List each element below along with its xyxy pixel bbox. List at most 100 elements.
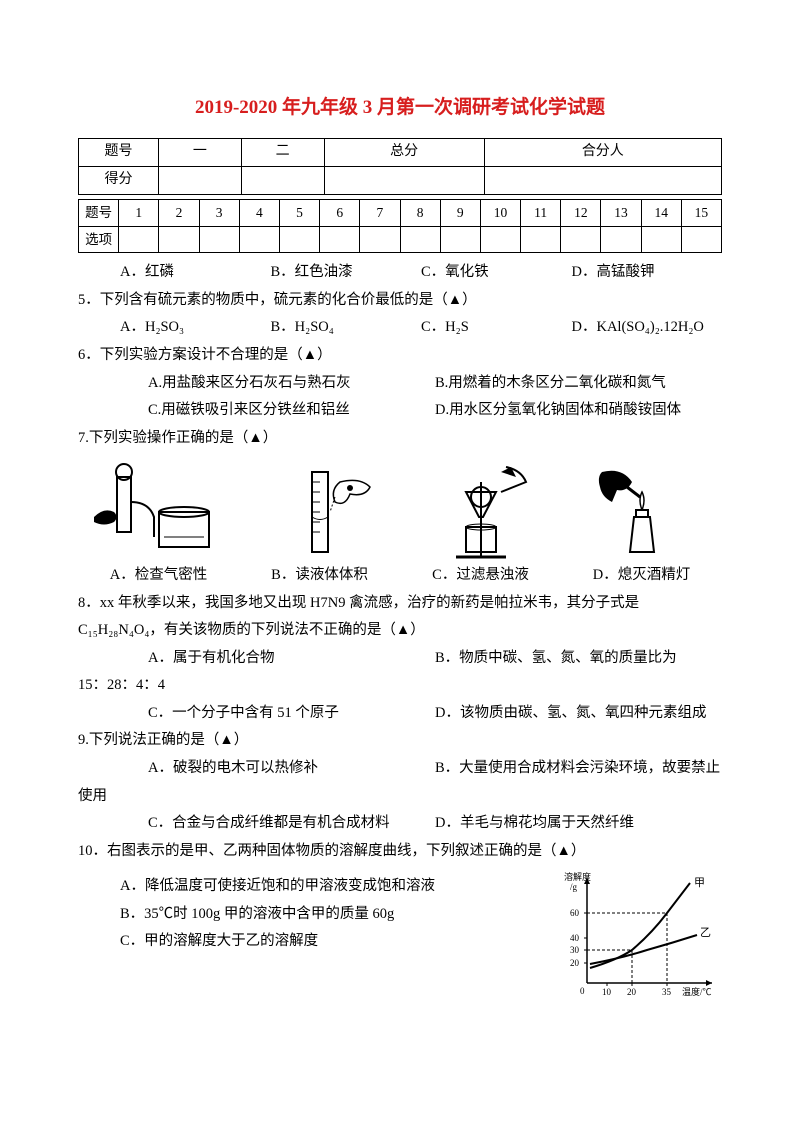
ans-col: 13 [601,200,641,227]
score-cell: 二 [241,139,324,167]
q7-captions: A．检查气密性 B．读液体体积 C．过滤悬浊液 D．熄灭酒精灯 [78,562,722,590]
ans-header: 选项 [79,226,119,253]
score-cell [324,167,484,195]
q9-opt-b-cont: 使用 [78,783,722,811]
ans-col: 3 [199,200,239,227]
q9-opt-d: D．羊毛与棉花均属于天然纤维 [435,810,722,838]
score-cell: 题号 [79,139,159,167]
q8-stem2: C₁₅H₂₈N₄O₄，有关该物质的下列说法不正确的是（▲） [78,617,722,645]
q7-cap-a: A．检查气密性 [78,562,239,590]
q9-opt-a: A．破裂的电木可以热修补 [148,755,435,783]
q6-row1: A.用盐酸来区分石灰石与熟石灰 B.用燃着的木条区分二氧化碳和氮气 [78,370,722,398]
score-cell: 得分 [79,167,159,195]
score-table: 题号 一 二 总分 合分人 得分 [78,138,722,195]
ans-cell [159,226,199,253]
ans-cell [480,226,520,253]
q6-stem: 6．下列实验方案设计不合理的是（▲） [78,342,722,370]
q6-opt-a: A.用盐酸来区分石灰石与熟石灰 [148,370,435,398]
q9-stem: 9.下列说法正确的是（▲） [78,727,722,755]
ans-cell [239,226,279,253]
q8-row1: A．属于有机化合物 B．物质中碳、氢、氮、氧的质量比为 [78,645,722,673]
score-cell: 合分人 [484,139,721,167]
q7-stem: 7.下列实验操作正确的是（▲） [78,425,722,453]
svg-text:10: 10 [602,987,612,997]
score-cell: 一 [159,139,242,167]
q5-opt-b: B．H₂SO₄ [271,314,422,342]
q6-row2: C.用磁铁吸引来区分铁丝和铝丝 D.用水区分氢氧化钠固体和硝酸铵固体 [78,397,722,425]
ans-col: 4 [239,200,279,227]
series-jia-label: 甲 [694,877,705,889]
ans-col: 14 [641,200,681,227]
q8-opt-d: D．该物质由碳、氢、氮、氧四种元素组成 [435,700,722,728]
q8-opt-a: A．属于有机化合物 [148,645,435,673]
q9-row1: A．破裂的电木可以热修补 B．大量使用合成材料会污染环境，故要禁止 [78,755,722,783]
q8-opt-b: B．物质中碳、氢、氮、氧的质量比为 [435,645,722,673]
q4-options: A．红磷 B．红色油漆 C．氧化铁 D．高锰酸钾 [78,259,722,287]
q4-opt-a: A．红磷 [120,259,271,287]
figure-airtightness [89,462,229,562]
chart-ylabel-unit: /g [570,882,578,892]
ans-cell [601,226,641,253]
chart-ylabel-top: 溶解度 [564,871,591,882]
svg-text:35: 35 [662,987,672,997]
q5-opt-a: A．H₂SO₃ [120,314,271,342]
q8-stem1: 8．xx 年秋季以来，我国多地又出现 H7N9 禽流感，治疗的新药是帕拉米韦，其… [78,590,722,618]
svg-text:0: 0 [580,986,585,996]
q4-opt-b: B．红色油漆 [271,259,422,287]
q7-figures [78,452,722,562]
figure-extinguish-lamp [572,462,712,562]
ans-col: 12 [561,200,601,227]
figure-read-volume [250,462,390,562]
ans-col: 8 [400,200,440,227]
score-cell [159,167,242,195]
q6-opt-b: B.用燃着的木条区分二氧化碳和氮气 [435,370,722,398]
q10-stem: 10．右图表示的是甲、乙两种固体物质的溶解度曲线，下列叙述正确的是（▲） [78,838,722,866]
q8-row2: C．一个分子中含有 51 个原子 D．该物质由碳、氢、氮、氧四种元素组成 [78,700,722,728]
q7-cap-d: D．熄灭酒精灯 [561,562,722,590]
solubility-chart: 溶解度 /g 20 30 40 60 0 10 20 35 温度/℃ 甲 乙 [562,868,722,1003]
ans-cell [279,226,319,253]
q4-opt-c: C．氧化铁 [421,259,572,287]
ans-cell [199,226,239,253]
ans-cell [360,226,400,253]
svg-text:20: 20 [627,987,637,997]
q7-cap-b: B．读液体体积 [239,562,400,590]
series-yi-label: 乙 [700,926,711,939]
q5-opt-c: C．H₂S [421,314,572,342]
q9-opt-b: B．大量使用合成材料会污染环境，故要禁止 [435,755,722,783]
q6-opt-d: D.用水区分氢氧化钠固体和硝酸铵固体 [435,397,722,425]
ans-col: 1 [119,200,159,227]
ans-cell [561,226,601,253]
ans-cell [641,226,681,253]
q4-opt-d: D．高锰酸钾 [572,259,723,287]
score-cell [241,167,324,195]
ans-cell [681,226,721,253]
q5-opt-d: D．KAl(SO₄)₂.12H₂O [572,314,723,342]
ans-col: 5 [279,200,319,227]
answer-table: 题号 1 2 3 4 5 6 7 8 9 10 11 12 13 14 15 选… [78,199,722,253]
q10-block: 10．右图表示的是甲、乙两种固体物质的溶解度曲线，下列叙述正确的是（▲） A．降… [78,838,722,956]
ans-col: 11 [521,200,561,227]
q9-opt-c: C．合金与合成纤维都是有机合成材料 [148,810,435,838]
score-cell [484,167,721,195]
ans-col: 10 [480,200,520,227]
q8-opt-c: C．一个分子中含有 51 个原子 [148,700,435,728]
score-cell: 总分 [324,139,484,167]
ans-col: 6 [320,200,360,227]
ans-header: 题号 [79,200,119,227]
chart-xlabel: 温度/℃ [682,986,712,997]
svg-text:40: 40 [570,933,580,943]
ans-cell [440,226,480,253]
q8-opt-b-cont: 15：28：4：4 [78,672,722,700]
page-title: 2019-2020 年九年级 3 月第一次调研考试化学试题 [78,90,722,126]
q5-options: A．H₂SO₃ B．H₂SO₄ C．H₂S D．KAl(SO₄)₂.12H₂O [78,314,722,342]
ans-cell [119,226,159,253]
ans-col: 9 [440,200,480,227]
figure-filter [411,462,551,562]
q7-cap-c: C．过滤悬浊液 [400,562,561,590]
q6-opt-c: C.用磁铁吸引来区分铁丝和铝丝 [148,397,435,425]
q5-stem: 5．下列含有硫元素的物质中，硫元素的化合价最低的是（▲） [78,287,722,315]
svg-text:60: 60 [570,908,580,918]
svg-text:20: 20 [570,958,580,968]
ans-cell [521,226,561,253]
